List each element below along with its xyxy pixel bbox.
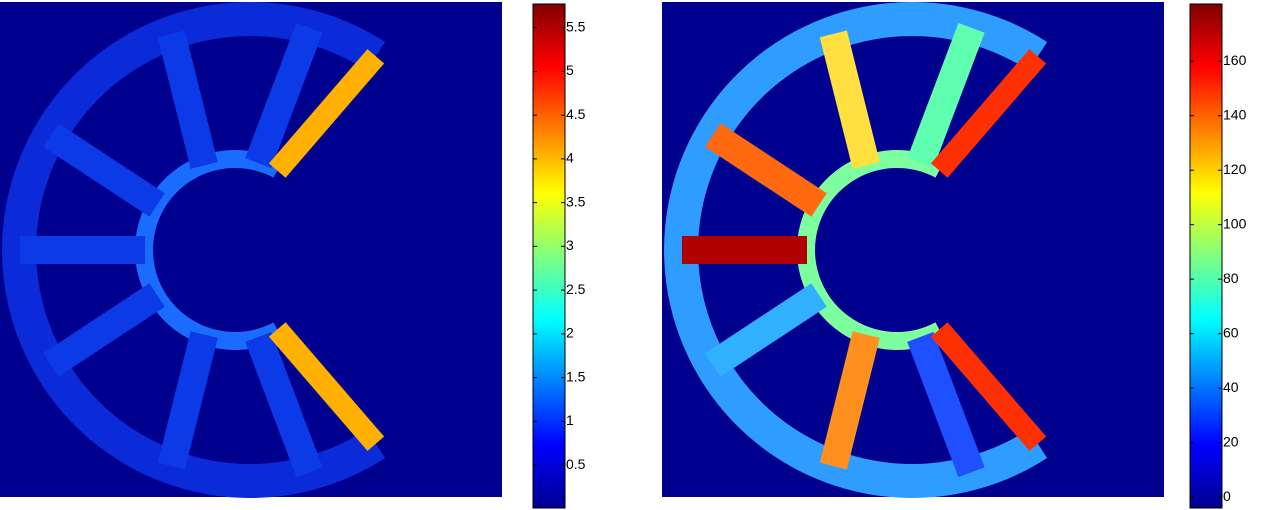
colorbar-tick-label: 160: [1223, 52, 1247, 68]
colorbar-tick-label: 0.5: [566, 456, 586, 472]
wheel-spoke: [907, 331, 985, 478]
wheel-arm: [268, 322, 385, 451]
wheel-spoke: [43, 283, 165, 377]
colorbar-tick-label: 4.5: [566, 106, 586, 122]
wheel-spoke: [157, 30, 218, 169]
colorbar-tick-label: 3: [566, 237, 574, 253]
colorbar-tick-label: 1.5: [566, 368, 586, 384]
wheel-spoke: [705, 283, 827, 377]
wheel-spoke: [43, 123, 165, 217]
colorbar-tick-label: 2: [566, 325, 574, 341]
wheel-rim: [2, 1, 386, 498]
colorbar: 0.5 1 1.5 2 2.5 3 3.5 4 4.5 5 5.5: [532, 3, 586, 509]
wheel-hub-arc: [796, 150, 944, 350]
colorbar-tick-label: 4: [566, 150, 574, 166]
wheel-arm: [930, 322, 1047, 451]
heatmap-panel: [0, 1, 502, 498]
colorbar-tick-label: 2.5: [566, 281, 586, 297]
wheel-spoke: [245, 22, 323, 169]
colorbar-tick-label: 5.5: [566, 18, 586, 34]
wheel-spoke: [907, 22, 985, 169]
wheel-spoke: [819, 331, 880, 470]
wheel-spoke: [245, 331, 323, 478]
colorbar-tick-label: 0: [1223, 488, 1231, 504]
wheel-spoke: [705, 123, 827, 217]
colorbar-gradient: [1189, 3, 1223, 509]
wheel-rim: [664, 1, 1048, 498]
wheel-arm: [268, 49, 385, 178]
colorbar-tick-label: 100: [1223, 215, 1247, 231]
wheel-hub-arc: [134, 150, 282, 350]
wheel-arm: [930, 49, 1047, 178]
colorbar-tick-label: 1: [566, 412, 574, 428]
wheel-spoke: [819, 30, 880, 169]
colorbar-tick-label: 20: [1223, 433, 1239, 449]
heatmap-panel: [662, 1, 1164, 498]
colorbar-tick-label: 3.5: [566, 193, 586, 209]
wheel-spoke: [157, 331, 218, 470]
colorbar-tick-label: 120: [1223, 161, 1247, 177]
colorbar: 0 20 40 60 80 100 120 140 160: [1189, 3, 1247, 509]
colorbar-tick-label: 80: [1223, 270, 1239, 286]
colorbar-tick-label: 40: [1223, 379, 1239, 395]
colorbar-gradient: [532, 3, 566, 509]
colorbar-tick-label: 5: [566, 62, 574, 78]
colorbar-tick-label: 60: [1223, 324, 1239, 340]
colorbar-tick-label: 140: [1223, 106, 1247, 122]
